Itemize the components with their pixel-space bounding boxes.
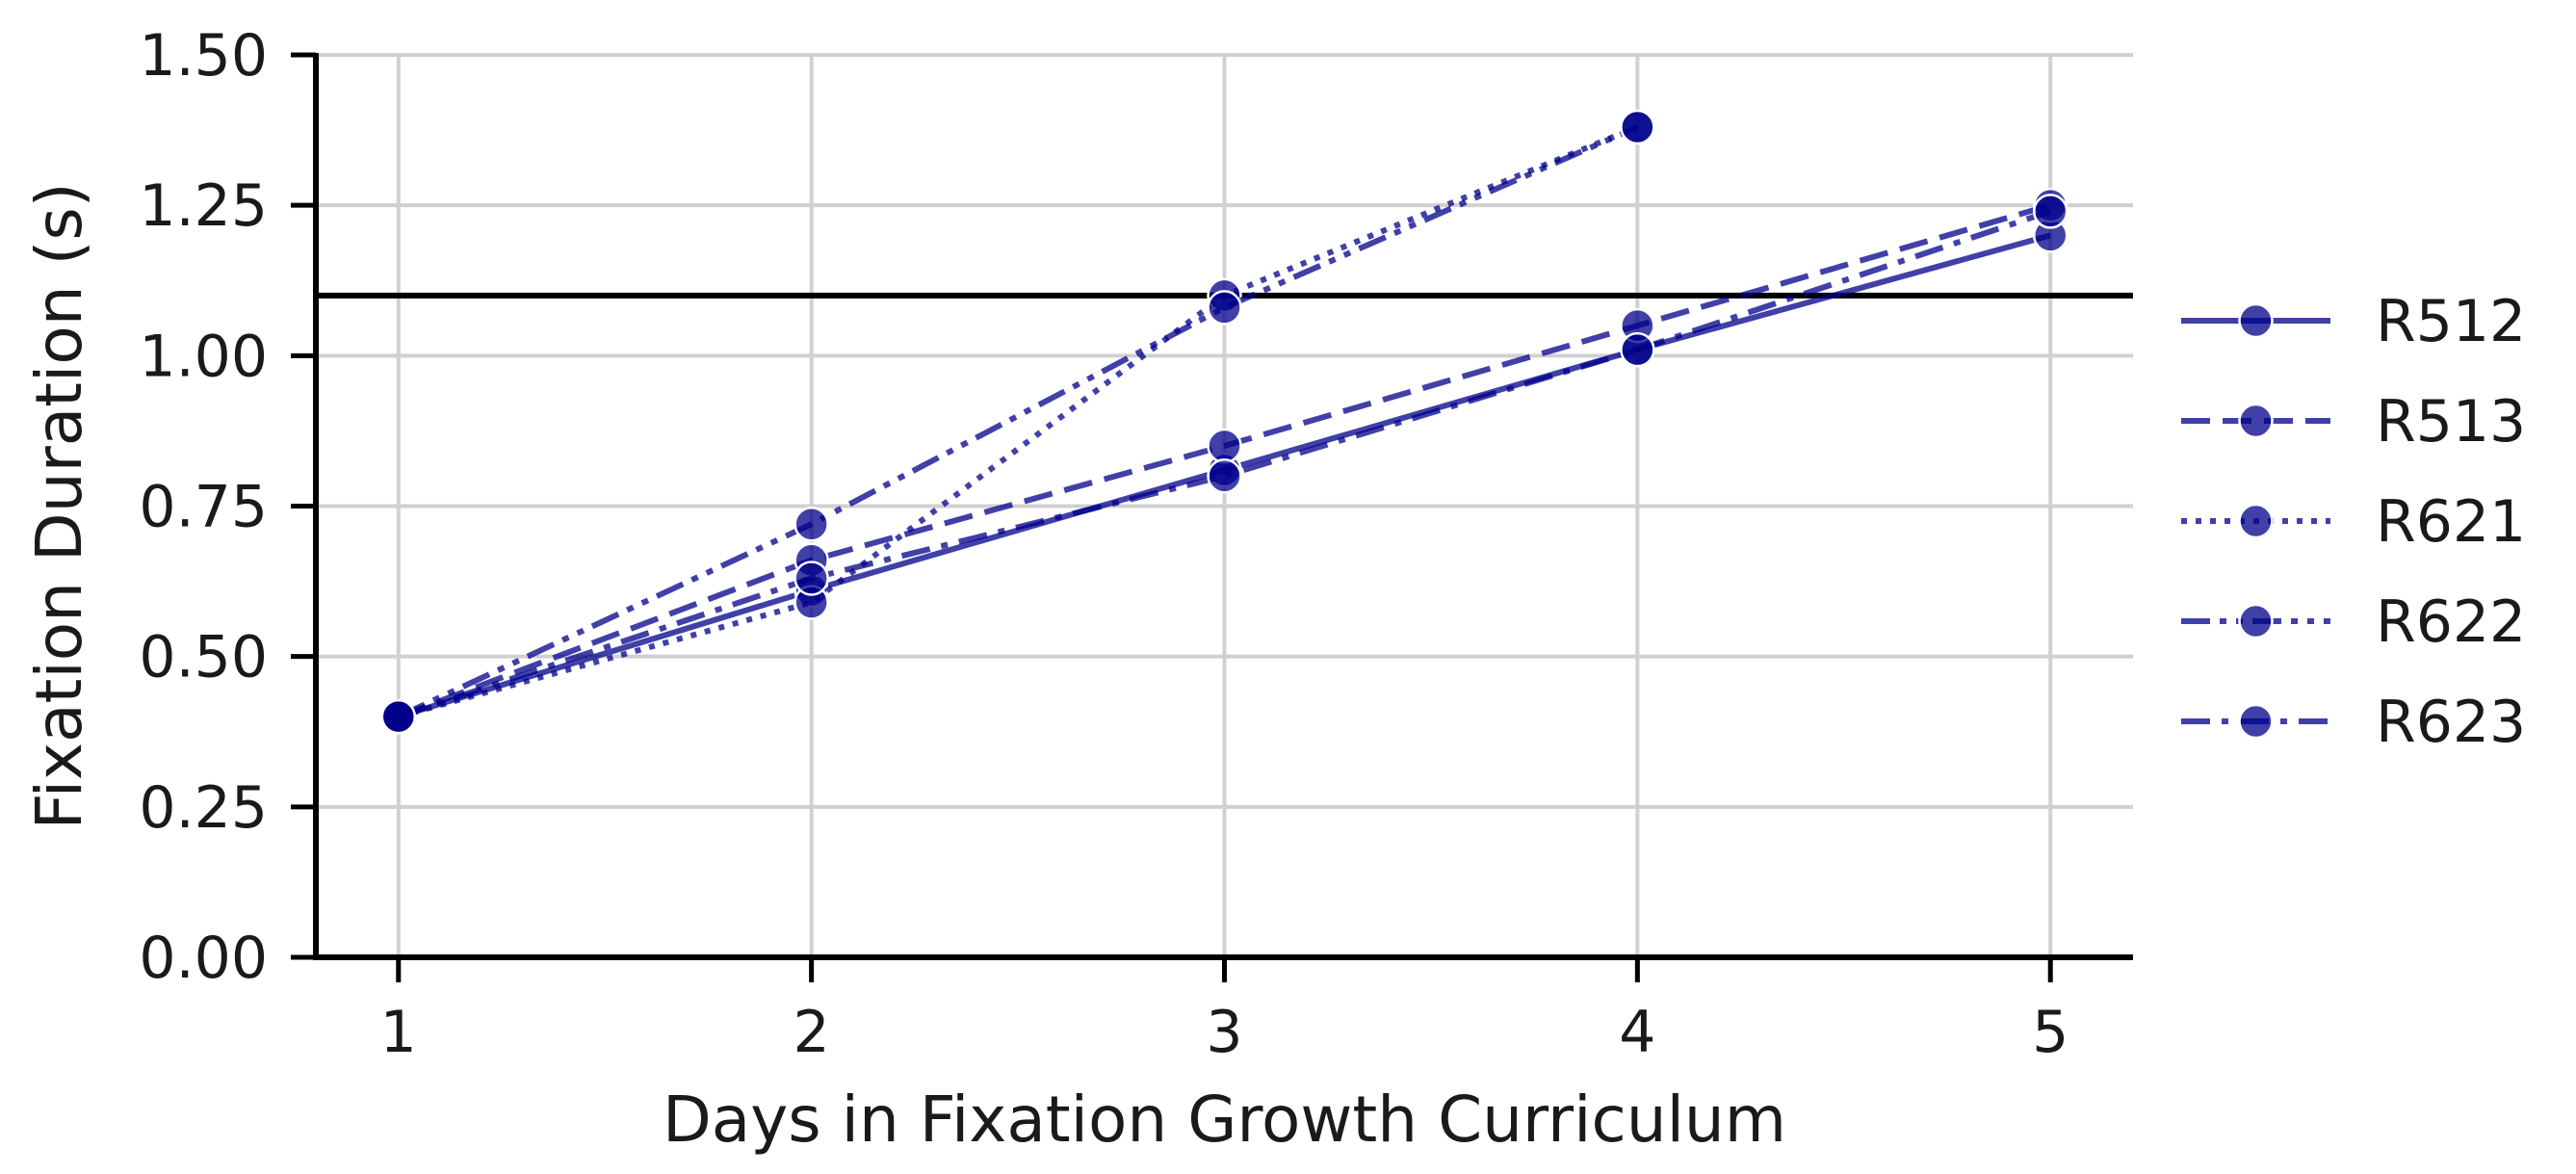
data-point-R623-day-5 bbox=[2032, 194, 2069, 229]
y-tick-label: 1.50 bbox=[139, 22, 268, 90]
legend-label-R623: R623 bbox=[2376, 689, 2526, 756]
tick-labels: 0.00 0.25 0.50 0.75 1.00 1.25 1.50 1 2 3 4 5 bbox=[139, 22, 2069, 1066]
legend-item-R621: R621 bbox=[2181, 488, 2526, 556]
series-R623 bbox=[380, 194, 2069, 735]
y-tick-label: 0.75 bbox=[139, 474, 268, 541]
legend-item-R623: R623 bbox=[2181, 689, 2526, 756]
series-layer bbox=[380, 109, 2069, 735]
x-tick-label: 3 bbox=[1206, 999, 1242, 1066]
series-line-R622 bbox=[397, 124, 1639, 719]
legend: R512 R513 R621 R622 R623 bbox=[2181, 288, 2526, 756]
axes bbox=[291, 52, 2133, 982]
y-tick-label: 1.25 bbox=[139, 172, 268, 240]
legend-item-R512: R512 bbox=[2181, 288, 2526, 355]
legend-label-R513: R513 bbox=[2376, 388, 2526, 456]
grid-lines bbox=[316, 53, 2133, 959]
legend-marker-R622 bbox=[2238, 603, 2274, 639]
data-point-R622-day-3 bbox=[1207, 290, 1242, 326]
legend-label-R512: R512 bbox=[2376, 288, 2526, 355]
series-line-R621 bbox=[397, 124, 1639, 720]
legend-label-R621: R621 bbox=[2376, 488, 2526, 556]
legend-marker-R512 bbox=[2238, 302, 2274, 339]
y-tick-label: 0.50 bbox=[139, 624, 268, 691]
legend-label-R622: R622 bbox=[2376, 588, 2526, 656]
y-axis-title: Fixation Duration (s) bbox=[22, 183, 96, 830]
y-tick-label: 0.00 bbox=[139, 925, 268, 992]
x-tick-label: 4 bbox=[1619, 999, 1655, 1066]
legend-item-R622: R622 bbox=[2181, 588, 2526, 656]
legend-marker-R513 bbox=[2238, 403, 2274, 439]
legend-marker-R623 bbox=[2238, 703, 2274, 740]
x-tick-label: 2 bbox=[794, 999, 830, 1066]
series-line-R623 bbox=[397, 208, 2052, 719]
data-point-R623-day-1 bbox=[380, 698, 417, 735]
x-axis-title: Days in Fixation Growth Curriculum bbox=[663, 1083, 1786, 1157]
data-point-R622-day-4 bbox=[1620, 109, 1655, 145]
data-point-R623-day-2 bbox=[794, 561, 829, 596]
y-tick-label: 0.25 bbox=[139, 774, 268, 842]
y-tick-label: 1.00 bbox=[139, 323, 268, 390]
data-point-R622-day-2 bbox=[794, 506, 829, 542]
data-point-R513-day-3 bbox=[1207, 428, 1242, 464]
data-point-R623-day-3 bbox=[1207, 458, 1242, 494]
data-point-R623-day-4 bbox=[1620, 331, 1655, 368]
x-tick-label: 5 bbox=[2032, 999, 2069, 1066]
legend-item-R513: R513 bbox=[2181, 388, 2526, 456]
legend-marker-R621 bbox=[2238, 503, 2274, 539]
x-tick-label: 1 bbox=[380, 999, 417, 1066]
